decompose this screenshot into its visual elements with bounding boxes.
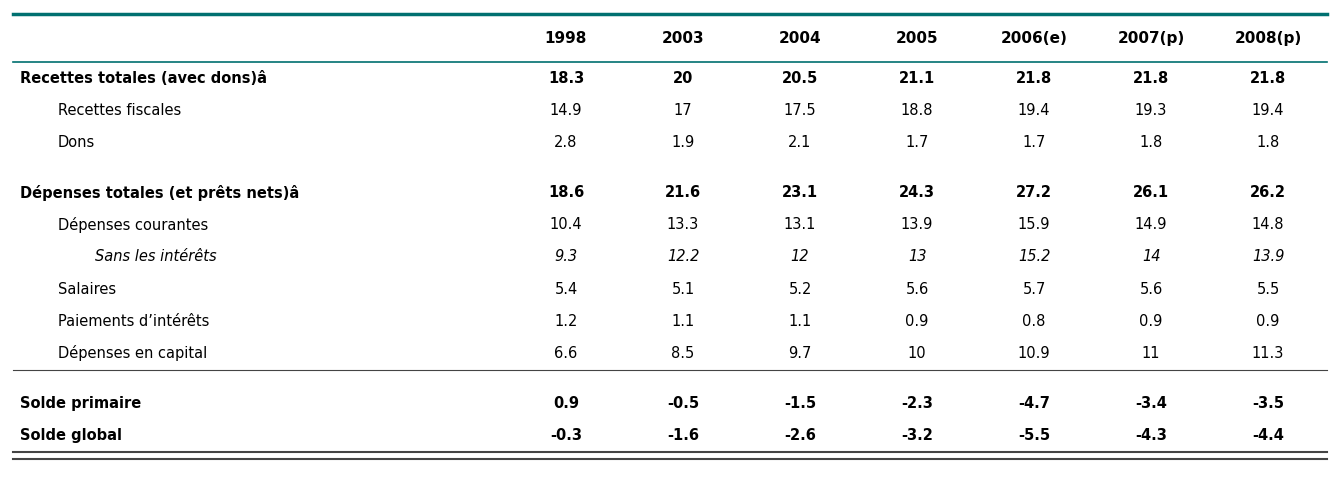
Text: 1.8: 1.8 — [1139, 135, 1163, 150]
Text: 5.5: 5.5 — [1257, 282, 1280, 296]
Text: 14.9: 14.9 — [1135, 217, 1167, 232]
Text: -1.6: -1.6 — [667, 428, 699, 443]
Text: -2.6: -2.6 — [784, 428, 816, 443]
Text: -2.3: -2.3 — [900, 396, 933, 411]
Text: 1.7: 1.7 — [906, 135, 929, 150]
Text: 13: 13 — [907, 250, 926, 264]
Text: 11: 11 — [1142, 346, 1160, 361]
Text: 13.9: 13.9 — [900, 217, 933, 232]
Text: 23.1: 23.1 — [783, 185, 819, 200]
Text: 24.3: 24.3 — [899, 185, 935, 200]
Text: -3.2: -3.2 — [900, 428, 933, 443]
Text: 13.9: 13.9 — [1252, 250, 1284, 264]
Text: 1.8: 1.8 — [1257, 135, 1280, 150]
Text: 21.6: 21.6 — [665, 185, 701, 200]
Text: 10: 10 — [907, 346, 926, 361]
Text: 15.2: 15.2 — [1018, 250, 1051, 264]
Text: 5.6: 5.6 — [1139, 282, 1163, 296]
Text: 27.2: 27.2 — [1016, 185, 1052, 200]
Text: 14.8: 14.8 — [1252, 217, 1284, 232]
Text: 5.7: 5.7 — [1022, 282, 1045, 296]
Text: -0.3: -0.3 — [549, 428, 582, 443]
Text: 10.4: 10.4 — [549, 217, 583, 232]
Text: -4.3: -4.3 — [1135, 428, 1167, 443]
Text: 26.1: 26.1 — [1134, 185, 1168, 200]
Text: 1.7: 1.7 — [1022, 135, 1045, 150]
Text: 0.9: 0.9 — [1139, 314, 1163, 329]
Text: 2.8: 2.8 — [555, 135, 578, 150]
Text: 5.2: 5.2 — [788, 282, 812, 296]
Text: 6.6: 6.6 — [555, 346, 578, 361]
Text: 1.1: 1.1 — [671, 314, 694, 329]
Text: 20.5: 20.5 — [783, 71, 819, 86]
Text: 15.9: 15.9 — [1018, 217, 1051, 232]
Text: 12.2: 12.2 — [667, 250, 699, 264]
Text: 21.8: 21.8 — [1016, 71, 1052, 86]
Text: 2005: 2005 — [895, 31, 938, 46]
Text: 2006(e): 2006(e) — [1001, 31, 1068, 46]
Text: 0.9: 0.9 — [553, 396, 579, 411]
Text: 18.8: 18.8 — [900, 103, 933, 118]
Text: -5.5: -5.5 — [1018, 428, 1051, 443]
Text: 21.8: 21.8 — [1250, 71, 1286, 86]
Text: 2.1: 2.1 — [788, 135, 812, 150]
Text: 0.9: 0.9 — [1257, 314, 1280, 329]
Text: 5.6: 5.6 — [906, 282, 929, 296]
Text: Solde global: Solde global — [20, 428, 122, 443]
Text: 19.4: 19.4 — [1018, 103, 1051, 118]
Text: 12: 12 — [791, 250, 809, 264]
Text: 2008(p): 2008(p) — [1234, 31, 1301, 46]
Text: -4.4: -4.4 — [1252, 428, 1284, 443]
Text: 2003: 2003 — [662, 31, 705, 46]
Text: 13.3: 13.3 — [667, 217, 699, 232]
Text: 14: 14 — [1142, 250, 1160, 264]
Text: Recettes fiscales: Recettes fiscales — [58, 103, 181, 118]
Text: Dépenses courantes: Dépenses courantes — [58, 217, 208, 233]
Text: 9.3: 9.3 — [555, 250, 578, 264]
Text: 1.1: 1.1 — [788, 314, 812, 329]
Text: -0.5: -0.5 — [667, 396, 699, 411]
Text: 5.1: 5.1 — [671, 282, 694, 296]
Text: 20: 20 — [673, 71, 693, 86]
Text: Dépenses en capital: Dépenses en capital — [58, 346, 206, 361]
Text: 2007(p): 2007(p) — [1118, 31, 1185, 46]
Text: 17: 17 — [674, 103, 693, 118]
Text: 21.1: 21.1 — [899, 71, 935, 86]
Text: Solde primaire: Solde primaire — [20, 396, 141, 411]
Text: 0.9: 0.9 — [906, 314, 929, 329]
Text: -4.7: -4.7 — [1018, 396, 1051, 411]
Text: 26.2: 26.2 — [1250, 185, 1286, 200]
Text: 11.3: 11.3 — [1252, 346, 1284, 361]
Text: 14.9: 14.9 — [549, 103, 583, 118]
Text: 18.6: 18.6 — [548, 185, 584, 200]
Text: Sans les intérêts: Sans les intérêts — [95, 250, 217, 264]
Text: -1.5: -1.5 — [784, 396, 816, 411]
Text: 18.3: 18.3 — [548, 71, 584, 86]
Text: 1.9: 1.9 — [671, 135, 694, 150]
Text: 5.4: 5.4 — [555, 282, 578, 296]
Text: 1998: 1998 — [545, 31, 587, 46]
Text: 2004: 2004 — [779, 31, 821, 46]
Text: Recettes totales (avec dons)â: Recettes totales (avec dons)â — [20, 71, 267, 86]
Text: 0.8: 0.8 — [1022, 314, 1045, 329]
Text: Paiements d’intérêts: Paiements d’intérêts — [58, 314, 209, 329]
Text: Dons: Dons — [58, 135, 95, 150]
Text: -3.5: -3.5 — [1252, 396, 1284, 411]
Text: -3.4: -3.4 — [1135, 396, 1167, 411]
Text: Dépenses totales (et prêts nets)â: Dépenses totales (et prêts nets)â — [20, 185, 299, 201]
Text: 9.7: 9.7 — [788, 346, 812, 361]
Text: 1.2: 1.2 — [555, 314, 578, 329]
Text: 13.1: 13.1 — [784, 217, 816, 232]
Text: Salaires: Salaires — [58, 282, 115, 296]
Text: 21.8: 21.8 — [1132, 71, 1170, 86]
Text: 10.9: 10.9 — [1018, 346, 1051, 361]
Text: 8.5: 8.5 — [671, 346, 694, 361]
Text: 17.5: 17.5 — [784, 103, 816, 118]
Text: 19.4: 19.4 — [1252, 103, 1284, 118]
Text: 19.3: 19.3 — [1135, 103, 1167, 118]
